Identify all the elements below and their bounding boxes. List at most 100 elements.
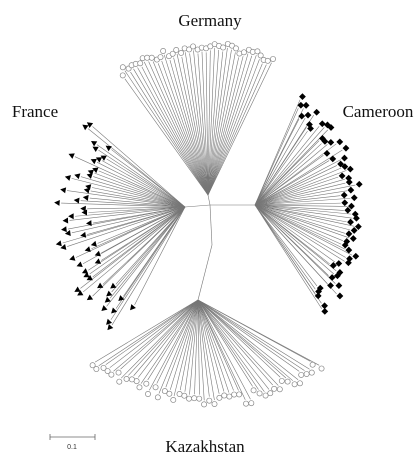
leaf-marker [115,369,122,376]
branch [105,309,185,365]
branch [261,108,299,191]
leaf-marker [74,286,81,292]
leaf-marker [83,271,90,278]
branch [71,210,169,234]
branch [163,54,202,175]
leaf-marker [347,186,355,194]
leaf-marker [190,43,197,50]
branch [80,218,170,289]
leaf-marker [342,144,350,152]
branch [207,175,218,196]
leaf-marker [62,217,69,224]
branch [269,209,350,239]
leaf-marker [82,194,89,201]
branch [268,213,345,262]
leaf-marker [105,145,112,152]
leaf-marker [54,199,60,206]
branch [75,214,169,258]
tree-branches [61,47,356,401]
branch [169,59,203,175]
leaf-marker [108,371,115,378]
leaf-marker [136,384,143,391]
leaf-marker [336,138,344,146]
leaf-marker [93,366,100,372]
scale-bar-label: 0.1 [67,444,77,451]
leaf-marker [323,149,331,157]
leaf-marker [169,50,176,57]
branch [203,313,234,391]
branch [212,311,299,381]
branch [269,206,352,215]
leaf-marker [314,292,322,300]
branch [156,312,193,384]
branch [109,309,185,368]
leaf-marker [106,290,113,297]
leaf-marker [100,155,107,161]
leaf-marker [309,361,316,368]
branch [169,313,195,390]
leaf-marker [313,108,321,116]
branch [210,311,281,378]
leaf-marker [100,364,107,371]
branch [130,71,197,177]
branch [269,208,351,231]
leaf-marker [271,385,278,392]
branch [202,313,230,393]
leaf-marker [84,246,91,253]
branch [269,197,351,205]
branch [98,170,173,202]
branch [268,212,346,258]
branch [213,53,249,174]
leaf-marker [338,172,346,180]
clade-label: Cameroon [343,102,414,121]
leaf-marker [94,250,101,257]
leaf-marker [55,240,62,247]
branch [123,220,177,297]
branch [173,57,204,175]
leaf-marker [345,174,353,182]
branch [133,311,189,376]
leaf-marker [111,307,118,314]
leaf-marker [80,231,87,238]
leaf-marker [221,392,228,399]
leaf-marker [206,397,213,404]
branch [201,51,208,174]
leaf-marker [61,226,67,233]
leaf-marker [308,369,315,376]
leaf-marker [233,45,239,52]
leaf-marker [161,388,168,395]
leaf-marker [77,290,84,296]
branch [106,158,174,201]
branch [179,313,196,391]
leaf-marker [85,220,92,227]
leaf-marker [348,202,355,210]
leaf-marker [321,307,329,315]
branch [209,49,220,174]
leaf-marker [278,377,285,384]
leaf-marker [284,378,291,385]
branch [94,309,183,363]
leaf-marker [231,391,238,398]
branch [215,63,263,176]
branch [91,187,172,205]
branch [268,207,347,223]
branch [212,57,239,175]
branch [265,129,328,194]
branch [138,311,190,378]
branch [111,149,175,199]
branch [216,64,267,176]
leaf-marker [350,194,358,202]
leaf-marker [118,295,125,302]
branch [269,184,356,203]
branch [128,311,188,376]
leaf-marker [87,169,94,176]
branch [261,99,301,190]
branch [67,212,168,247]
leaf-marker [216,394,223,401]
leaf-marker [170,397,177,403]
branch [266,213,330,265]
branch [124,70,196,177]
branch [91,212,172,250]
branch [199,314,210,397]
leaf-marker [166,390,173,397]
